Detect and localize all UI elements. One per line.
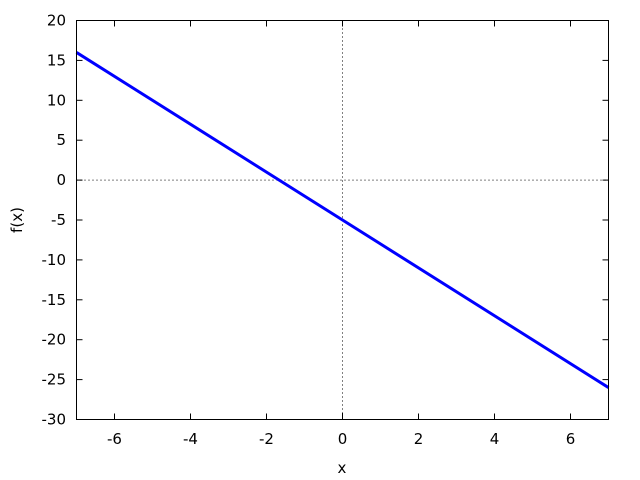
x-tick-label: -4: [183, 430, 198, 448]
y-tick-label: 5: [56, 131, 66, 149]
y-axis-label: f(x): [8, 207, 26, 233]
x-tick-label: -6: [107, 430, 122, 448]
plot-frame: [76, 20, 609, 420]
y-tick-label: -5: [51, 211, 66, 229]
y-tick-label: 15: [47, 51, 66, 69]
x-tick-label: 0: [338, 430, 348, 448]
y-tick-label: -10: [42, 251, 67, 269]
series-line: [75, 51, 610, 389]
x-tick-label: 2: [414, 430, 424, 448]
x-tick-label: 6: [566, 430, 576, 448]
y-tick-label: 20: [47, 12, 66, 30]
y-tick-label: -20: [42, 331, 67, 349]
x-tick-label: 4: [490, 430, 500, 448]
x-tick-label: -2: [259, 430, 274, 448]
y-tick-label: -30: [42, 411, 67, 429]
y-tick-label: 10: [47, 91, 66, 109]
y-tick-label: 0: [56, 171, 66, 189]
y-tick-label: -25: [42, 371, 67, 389]
y-tick-label: -15: [42, 291, 67, 309]
x-axis-label: x: [338, 459, 347, 477]
